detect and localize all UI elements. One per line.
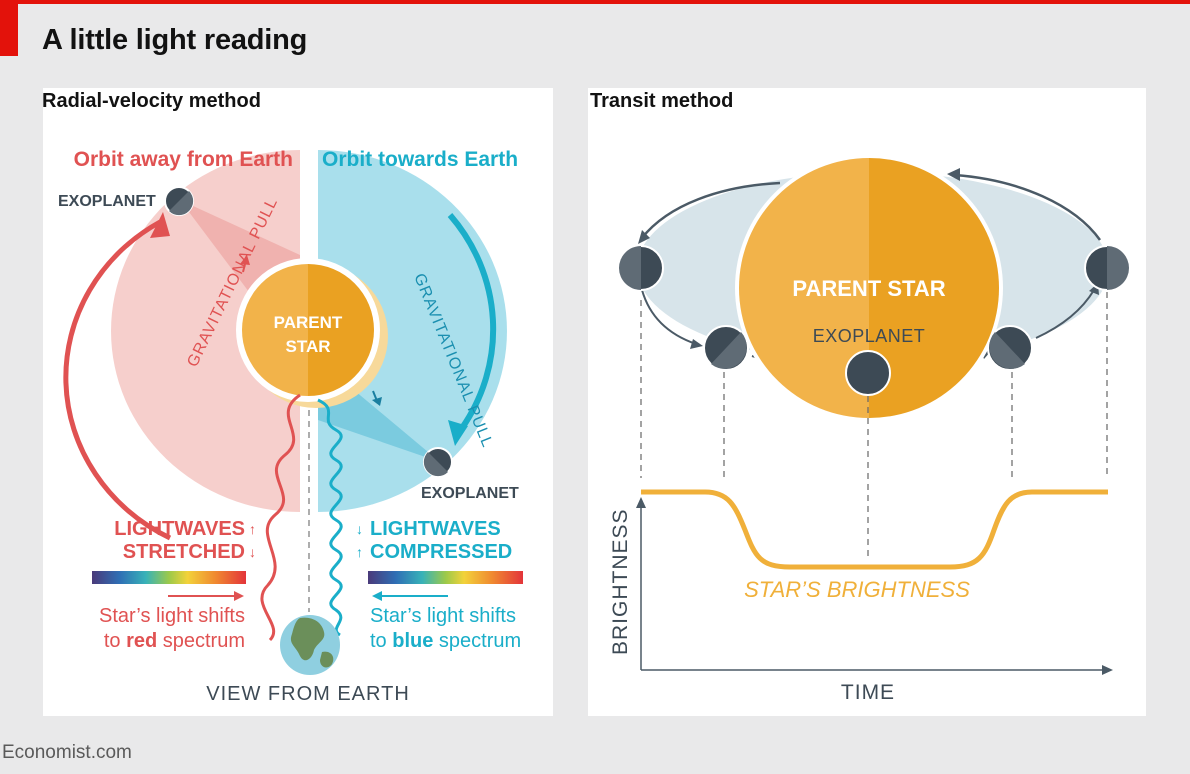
compressed-up-icon: ↑ [356,544,363,560]
exoplanet-bottom-label: EXOPLANET [421,485,519,502]
orbit-arrow-top-right [947,168,960,181]
orbit-arrow-1 [690,339,703,349]
transit-star-right [869,158,999,418]
away-arrow-head [150,212,170,238]
source-footer: Economist.com [2,742,132,763]
exoplanet-bottom-shade [423,452,448,477]
x-axis-label: TIME [841,681,895,704]
transit-star-left [739,158,869,418]
pull-arrow-up-head [240,255,250,265]
exoplanet-top-label: EXOPLANET [58,193,156,210]
view-from-earth: VIEW FROM EARTH [206,683,410,705]
curve-label: STAR’S BRIGHTNESS [744,577,970,602]
x-axis-arrow [1102,665,1113,675]
red-shift-line2: to red spectrum [104,630,245,652]
exoplanet-top-shade [169,191,194,216]
compressed-down-icon: ↓ [356,521,363,537]
star-label-line1: PARENT [274,313,343,332]
stretched-down-icon: ↓ [249,544,256,560]
red-shift-arrow-head [234,591,244,601]
blue-spectrum-bar [368,571,523,584]
earth-land [290,617,334,668]
pull-arrow-down-head [372,397,382,406]
transit-planet-3 [845,350,891,396]
brand-tag [0,4,18,56]
blue-shift-line2: to blue spectrum [370,630,521,652]
brightness-curve [641,489,1108,570]
parent-star-half-right [308,264,374,396]
transit-exoplanet-label: EXOPLANET [813,326,926,346]
top-rule [0,0,1190,4]
transit-star-label: PARENT STAR [792,276,945,301]
compressed-wave [317,398,343,637]
y-axis-arrow [636,497,646,508]
red-spectrum-bar [92,571,246,584]
orbit-arrow-top-left [638,230,650,244]
transit-planet-1 [618,245,664,291]
towards-orbit-arrow [447,213,497,430]
lightwaves-compressed-line2: COMPRESSED [370,541,512,563]
transit-title: Transit method [590,90,734,112]
towards-label: Orbit towards Earth [322,148,518,171]
transit-planet-5 [1084,245,1130,291]
away-label: Orbit away from Earth [74,148,293,171]
lightwaves-stretched-line2: STRETCHED [123,541,245,563]
parent-star-half-left [242,264,308,396]
away-orbit-arrow [63,219,172,541]
chart-title: A little light reading [42,24,308,56]
radial-velocity-title: Radial-velocity method [42,90,261,112]
star-label-line2: STAR [285,337,330,356]
lightwaves-compressed-line1: LIGHTWAVES [370,518,501,540]
stretched-wave [260,393,301,642]
orbit-bottom-arc-4 [1035,289,1095,339]
orbit-bottom-arc-1 [641,289,697,345]
blue-shift-line1: Star’s light shifts [370,605,516,627]
lightwaves-stretched-line1: LIGHTWAVES [114,518,245,540]
towards-arrow-head [448,420,468,446]
y-axis-label: BRIGHTNESS [609,508,632,655]
transit-planet-4 [987,325,1033,371]
blue-shift-arrow-head [372,591,382,601]
stretched-up-icon: ↑ [249,521,256,537]
transit-planet-2 [703,325,749,371]
red-shift-line1: Star’s light shifts [99,605,245,627]
orbit-top-left-arc [641,181,781,239]
orbit-top-right-arc [954,173,1102,241]
